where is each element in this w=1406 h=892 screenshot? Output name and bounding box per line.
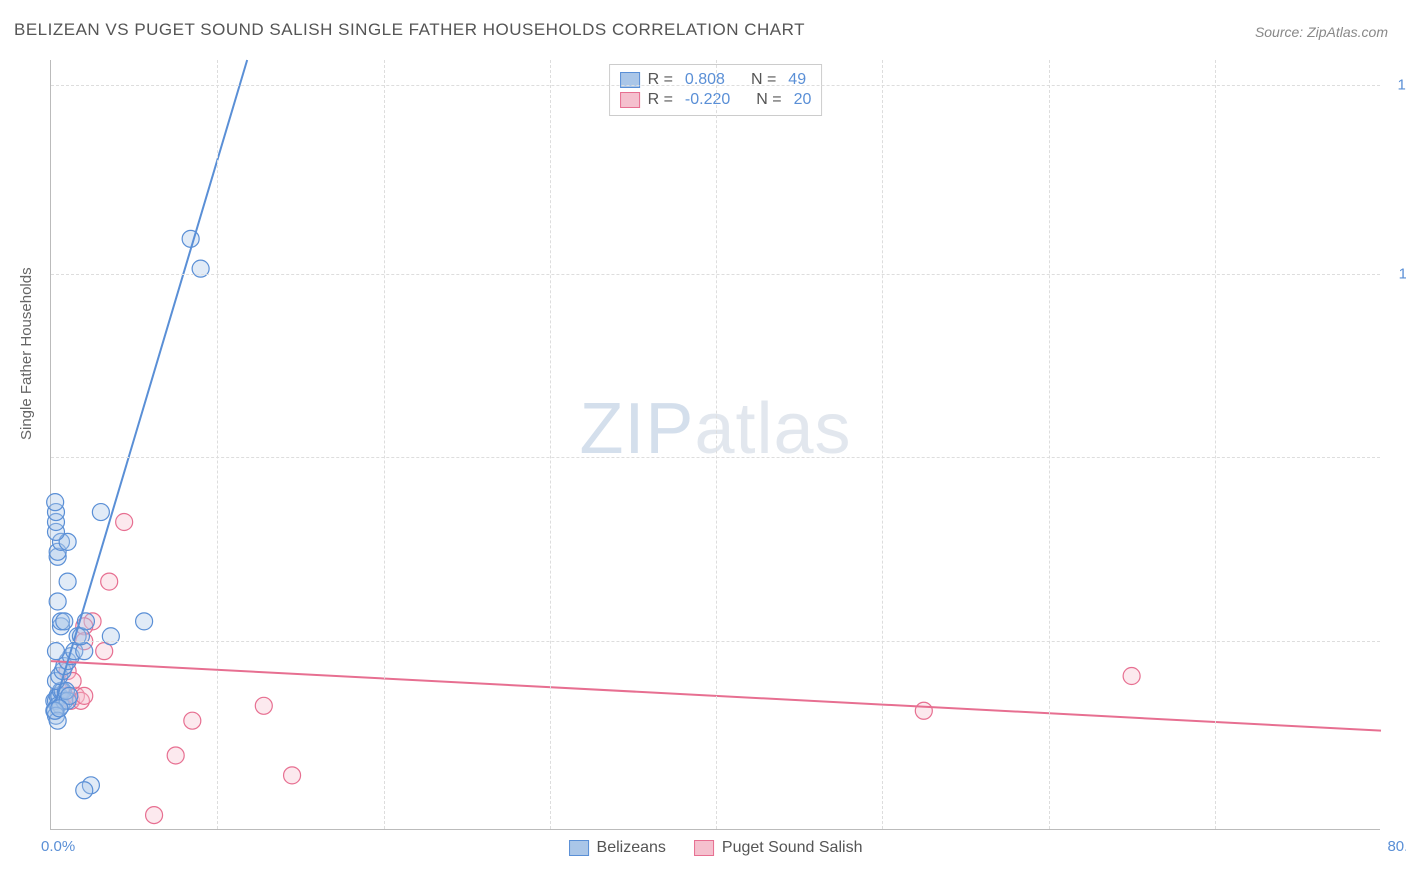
data-point	[51, 700, 68, 717]
swatch-puget-icon	[694, 840, 714, 856]
x-tick-min: 0.0%	[41, 838, 75, 855]
x-tick-max: 80.0%	[1387, 838, 1406, 855]
data-point	[76, 782, 93, 799]
gridline-v	[217, 60, 218, 829]
data-point	[284, 767, 301, 784]
data-point	[255, 697, 272, 714]
legend-item-puget: Puget Sound Salish	[694, 839, 863, 857]
legend-item-belizeans: Belizeans	[569, 839, 666, 857]
gridline-v	[550, 60, 551, 829]
data-point	[47, 643, 64, 660]
data-point	[49, 593, 66, 610]
data-point	[184, 712, 201, 729]
gridline-v	[882, 60, 883, 829]
data-point	[915, 702, 932, 719]
gridline-v	[384, 60, 385, 829]
gridline-v	[1215, 60, 1216, 829]
y-tick-label: 15.0%	[1397, 76, 1406, 93]
series-legend: Belizeans Puget Sound Salish	[569, 839, 863, 857]
regression-line	[56, 60, 247, 701]
legend-label-belizeans: Belizeans	[597, 839, 666, 857]
data-point	[101, 573, 118, 590]
plot-area: ZIPatlas R = 0.808 N = 49 R = -0.220 N =…	[50, 60, 1380, 830]
chart-title: BELIZEAN VS PUGET SOUND SALISH SINGLE FA…	[14, 20, 805, 40]
data-point	[136, 613, 153, 630]
data-point	[1123, 668, 1140, 685]
swatch-belizeans-icon	[569, 840, 589, 856]
source-attribution: Source: ZipAtlas.com	[1255, 24, 1388, 40]
data-point	[47, 494, 64, 511]
data-point	[92, 504, 109, 521]
data-point	[116, 514, 133, 531]
data-point	[167, 747, 184, 764]
y-axis-label: Single Father Households	[18, 267, 35, 440]
data-point	[146, 807, 163, 824]
gridline-v	[716, 60, 717, 829]
data-point	[56, 613, 73, 630]
y-tick-label: 11.2%	[1399, 265, 1406, 282]
gridline-v	[1049, 60, 1050, 829]
data-point	[59, 573, 76, 590]
legend-label-puget: Puget Sound Salish	[722, 839, 863, 857]
